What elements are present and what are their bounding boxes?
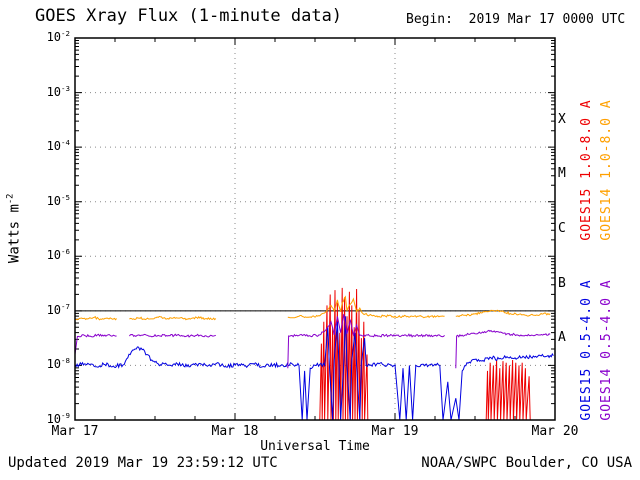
y-tick-label: 10-8: [46, 356, 70, 372]
y-tick-label: 10-3: [46, 83, 70, 99]
y-axis-title-text: Watts m: [6, 204, 23, 264]
series-label: GOES14 1.0-8.0 A: [599, 99, 614, 241]
flare-class-letter: C: [558, 221, 566, 236]
y-tick-label: 10-5: [46, 192, 70, 208]
y-tick-label: 10-2: [46, 29, 70, 44]
x-axis-title: Universal Time: [260, 439, 370, 454]
y-tick-label: 10-6: [46, 247, 70, 263]
flare-class-letter: A: [558, 330, 566, 346]
begin-timestamp: Begin: 2019 Mar 17 0000 UTC: [406, 12, 626, 27]
x-tick-label: Mar 19: [371, 424, 419, 439]
chart-title: GOES Xray Flux (1-minute data): [35, 6, 343, 26]
y-axis-title-exponent: -2: [5, 193, 16, 205]
flare-class-letter: M: [558, 166, 566, 182]
series-label: GOES14 0.5-4.0 A: [599, 279, 614, 421]
y-axis-title: Watts m-2: [6, 168, 23, 288]
credit-label: NOAA/SWPC Boulder, CO USA: [421, 455, 632, 471]
y-tick-label: 10-4: [46, 138, 70, 154]
flare-class-letter: X: [558, 111, 566, 127]
x-tick-label: Mar 18: [211, 424, 259, 439]
series-label: GOES15 1.0-8.0 A: [579, 99, 594, 241]
y-tick-label: 10-7: [46, 301, 70, 317]
x-tick-label: Mar 17: [51, 424, 99, 439]
flare-class-letter: B: [558, 275, 566, 291]
x-tick-label: Mar 20: [531, 424, 579, 439]
y-tick-label: 10-9: [46, 411, 70, 426]
series-label: GOES15 0.5-4.0 A: [579, 279, 594, 421]
updated-timestamp: Updated 2019 Mar 19 23:59:12 UTC: [8, 455, 278, 471]
